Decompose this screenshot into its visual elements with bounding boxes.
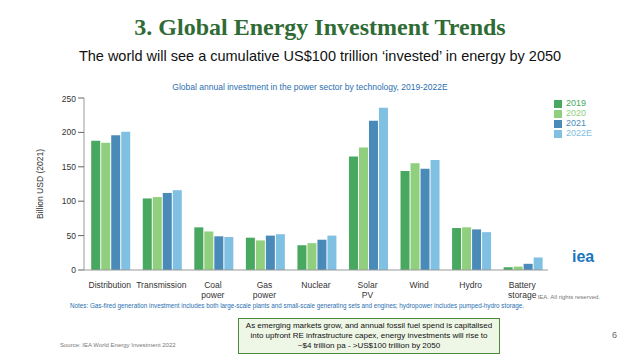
html-text:2020: 2020: [566, 108, 586, 118]
svg-text:Nuclear: Nuclear: [301, 280, 330, 290]
html-text:iea: iea: [572, 248, 595, 265]
html-text:IEA. All rights reserved.: IEA. All rights reserved.: [537, 294, 600, 300]
svg-text:150: 150: [62, 162, 76, 172]
svg-text:50: 50: [67, 231, 77, 241]
svg-text:Transmission: Transmission: [136, 280, 186, 290]
svg-text:100: 100: [62, 196, 76, 206]
svg-text:Distribution: Distribution: [89, 280, 132, 290]
html-text:The world will see a cumulativ: The world will see a cumulative US$100 t…: [78, 48, 562, 64]
html-text:Notes: Gas-fired generation in: Notes: Gas-fired generation investment i…: [70, 302, 524, 309]
html-text:2019: 2019: [566, 98, 586, 108]
svg-text:SolarPV: SolarPV: [358, 280, 378, 300]
svg-text:0: 0: [71, 265, 76, 275]
html-text:Source: IEA World Energy Inves: Source: IEA World Energy Investment 2022: [60, 342, 176, 348]
svg-text:Batterystorage: Batterystorage: [508, 280, 537, 300]
svg-text:Coalpower: Coalpower: [201, 280, 224, 300]
svg-text:Hydro: Hydro: [459, 280, 482, 290]
svg-text:Wind: Wind: [409, 280, 429, 290]
html-text:2021: 2021: [566, 118, 586, 128]
svg-text:Billion USD (2021): Billion USD (2021): [35, 149, 45, 219]
html-text:As emerging markets grow, and: As emerging markets grow, and annual fos…: [245, 321, 493, 350]
svg-text:250: 250: [62, 94, 76, 104]
html-text:Global annual investment in th: Global annual investment in the power se…: [172, 82, 448, 92]
svg-text:Gaspower: Gaspower: [253, 280, 276, 300]
html-text:2022E: 2022E: [566, 128, 592, 138]
svg-text:200: 200: [62, 127, 76, 137]
html-text:3. Global Energy Investment Tr: 3. Global Energy Investment Trends: [134, 14, 506, 40]
html-text:6: 6: [612, 330, 617, 340]
